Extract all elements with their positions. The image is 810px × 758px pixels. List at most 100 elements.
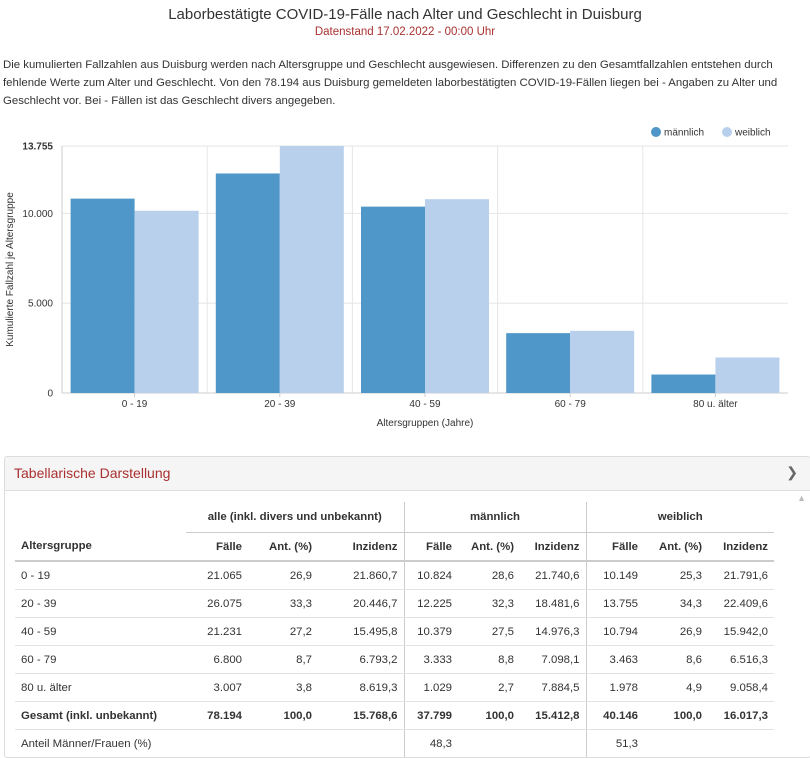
bar-male: [215, 173, 280, 393]
table-column-header: Fälle: [403, 532, 458, 562]
table-cell: [318, 729, 404, 757]
table-cell: 21.740,6: [520, 561, 586, 590]
table-cell: 37.799: [403, 701, 458, 730]
table-row: 60 - 79 6.800 8,7 6.793,2 3.333 8,8 7.098,1 3.4…: [15, 645, 774, 674]
table-cell: 26.075: [186, 589, 248, 618]
x-axis-title: Altersgruppen (Jahre): [377, 418, 474, 429]
table-column-header: Fälle: [186, 532, 248, 562]
table-cell: 27,2: [248, 617, 318, 646]
table-cell: [248, 729, 318, 757]
row-label: Anteil Männer/Frauen (%): [15, 729, 186, 757]
table-cell: 32,3: [458, 589, 520, 618]
table-cell: 6.800: [186, 645, 248, 674]
table-column-header: Ant. (%): [644, 532, 708, 562]
data-table: alle (inkl. divers und unbekannt) männli…: [15, 502, 774, 757]
table-column-header: Inzidenz: [520, 532, 586, 562]
table-cell: 3.007: [186, 673, 248, 702]
table-cell: 27,5: [458, 617, 520, 646]
table-cell: 15.495,8: [318, 617, 404, 646]
table-cell: 51,3: [585, 729, 644, 757]
table-cell: 13.755: [585, 589, 644, 618]
bar-female: [570, 330, 635, 393]
table-cell: 8.619,3: [318, 673, 404, 702]
table-cell: 22.409,6: [708, 589, 774, 618]
table-group-header-female: weiblich: [585, 502, 774, 533]
table-group-header-all: alle (inkl. divers und unbekannt): [186, 502, 404, 533]
table-cell: 21.231: [186, 617, 248, 646]
table-cell: 10.794: [585, 617, 644, 646]
table-column-header: Fälle: [585, 532, 644, 562]
x-tick-label: 0 - 19: [122, 399, 148, 410]
table-cell: 78.194: [186, 701, 248, 730]
table-cell: 100,0: [458, 701, 520, 730]
table-cell: 15.412,8: [520, 701, 586, 730]
table-cell: 8,8: [458, 645, 520, 674]
table-cell: 26,9: [644, 617, 708, 646]
data-date-subtitle: Datenstand 17.02.2022 - 00:00 Uhr: [314, 26, 496, 38]
table-cell: 3,8: [248, 673, 318, 702]
table-column-header: Inzidenz: [708, 532, 774, 562]
table-group-header-male: männlich: [403, 502, 586, 533]
x-tick-label: 40 - 59: [409, 399, 441, 410]
bar-female: [279, 146, 344, 393]
row-label: Gesamt (inkl. unbekannt): [15, 701, 186, 730]
bar-female: [425, 199, 489, 393]
table-cell: 6.793,2: [318, 645, 404, 674]
row-label: 60 - 79: [15, 645, 186, 674]
table-panel: Tabellarische Darstellung ❯ ▲ alle (inkl…: [4, 456, 810, 758]
table-cell: 10.379: [403, 617, 458, 646]
table-cell: 20.446,7: [318, 589, 404, 618]
table-ratio-row: Anteil Männer/Frauen (%) 48,3 51,3: [15, 729, 774, 757]
table-cell: [644, 729, 708, 757]
legend-label-female: weiblich: [734, 128, 771, 139]
table-cell: 15.942,0: [708, 617, 774, 646]
table-column-header: Altersgruppe: [15, 532, 186, 562]
y-tick-label: 13.755: [22, 142, 53, 153]
table-panel-title: Tabellarische Darstellung: [14, 465, 171, 481]
table-cell: 21.860,7: [318, 561, 404, 590]
table-cell: [458, 729, 520, 757]
table-cell: 100,0: [248, 701, 318, 730]
table-cell: 3.333: [403, 645, 458, 674]
row-label: 20 - 39: [15, 589, 186, 618]
table-total-row: Gesamt (inkl. unbekannt) 78.194 100,0 15.76…: [15, 701, 774, 730]
table-row: 80 u. älter 3.007 3,8 8.619,3 1.029 2,7 7.884,…: [15, 673, 774, 702]
bar-male: [361, 206, 425, 393]
table-cell: 18.481,6: [520, 589, 586, 618]
table-cell: 21.065: [186, 561, 248, 590]
table-column-header: Ant. (%): [248, 532, 318, 562]
table-cell: 12.225: [403, 589, 458, 618]
table-cell: 26,9: [248, 561, 318, 590]
scroll-up-icon[interactable]: ▲: [797, 493, 806, 503]
table-panel-header[interactable]: Tabellarische Darstellung ❯: [5, 457, 810, 491]
table-cell: 15.768,6: [318, 701, 404, 730]
table-cell: 14.976,3: [520, 617, 586, 646]
bar-male: [506, 333, 571, 393]
bar-chart: 0 5.000 10.000 13.755 0 - 19 20 - 39 40 - 59 60…: [5, 127, 788, 429]
x-tick-label: 20 - 39: [264, 399, 296, 410]
table-cell: 33,3: [248, 589, 318, 618]
table-cell: [708, 729, 774, 757]
y-tick-label: 10.000: [22, 209, 53, 220]
chevron-down-icon[interactable]: ❯: [786, 464, 798, 480]
table-row: 20 - 39 26.075 33,3 20.446,7 12.225 32,3 18.48…: [15, 589, 774, 618]
y-axis-title: Kumulierte Fallzahl je Altersgruppe: [5, 192, 16, 347]
table-cell: 6.516,3: [708, 645, 774, 674]
table-cell: 25,3: [644, 561, 708, 590]
legend-label-male: männlich: [664, 128, 704, 139]
legend-marker-male: [651, 127, 661, 137]
table-cell: 8,6: [644, 645, 708, 674]
bar-female: [715, 357, 780, 393]
table-cell: [520, 729, 586, 757]
table-cell: 3.463: [585, 645, 644, 674]
description-text: Die kumulierten Fallzahlen aus Duisburg …: [3, 59, 778, 107]
chart-title: Laborbestätigte COVID-19-Fälle nach Alte…: [168, 6, 642, 23]
legend-marker-female: [722, 127, 732, 137]
table-cell: 16.017,3: [708, 701, 774, 730]
table-cell: 48,3: [403, 729, 458, 757]
table-cell: [186, 729, 248, 757]
table-cell: 9.058,4: [708, 673, 774, 702]
row-label: 0 - 19: [15, 561, 186, 590]
table-column-header: Ant. (%): [458, 532, 520, 562]
table-cell: 4,9: [644, 673, 708, 702]
